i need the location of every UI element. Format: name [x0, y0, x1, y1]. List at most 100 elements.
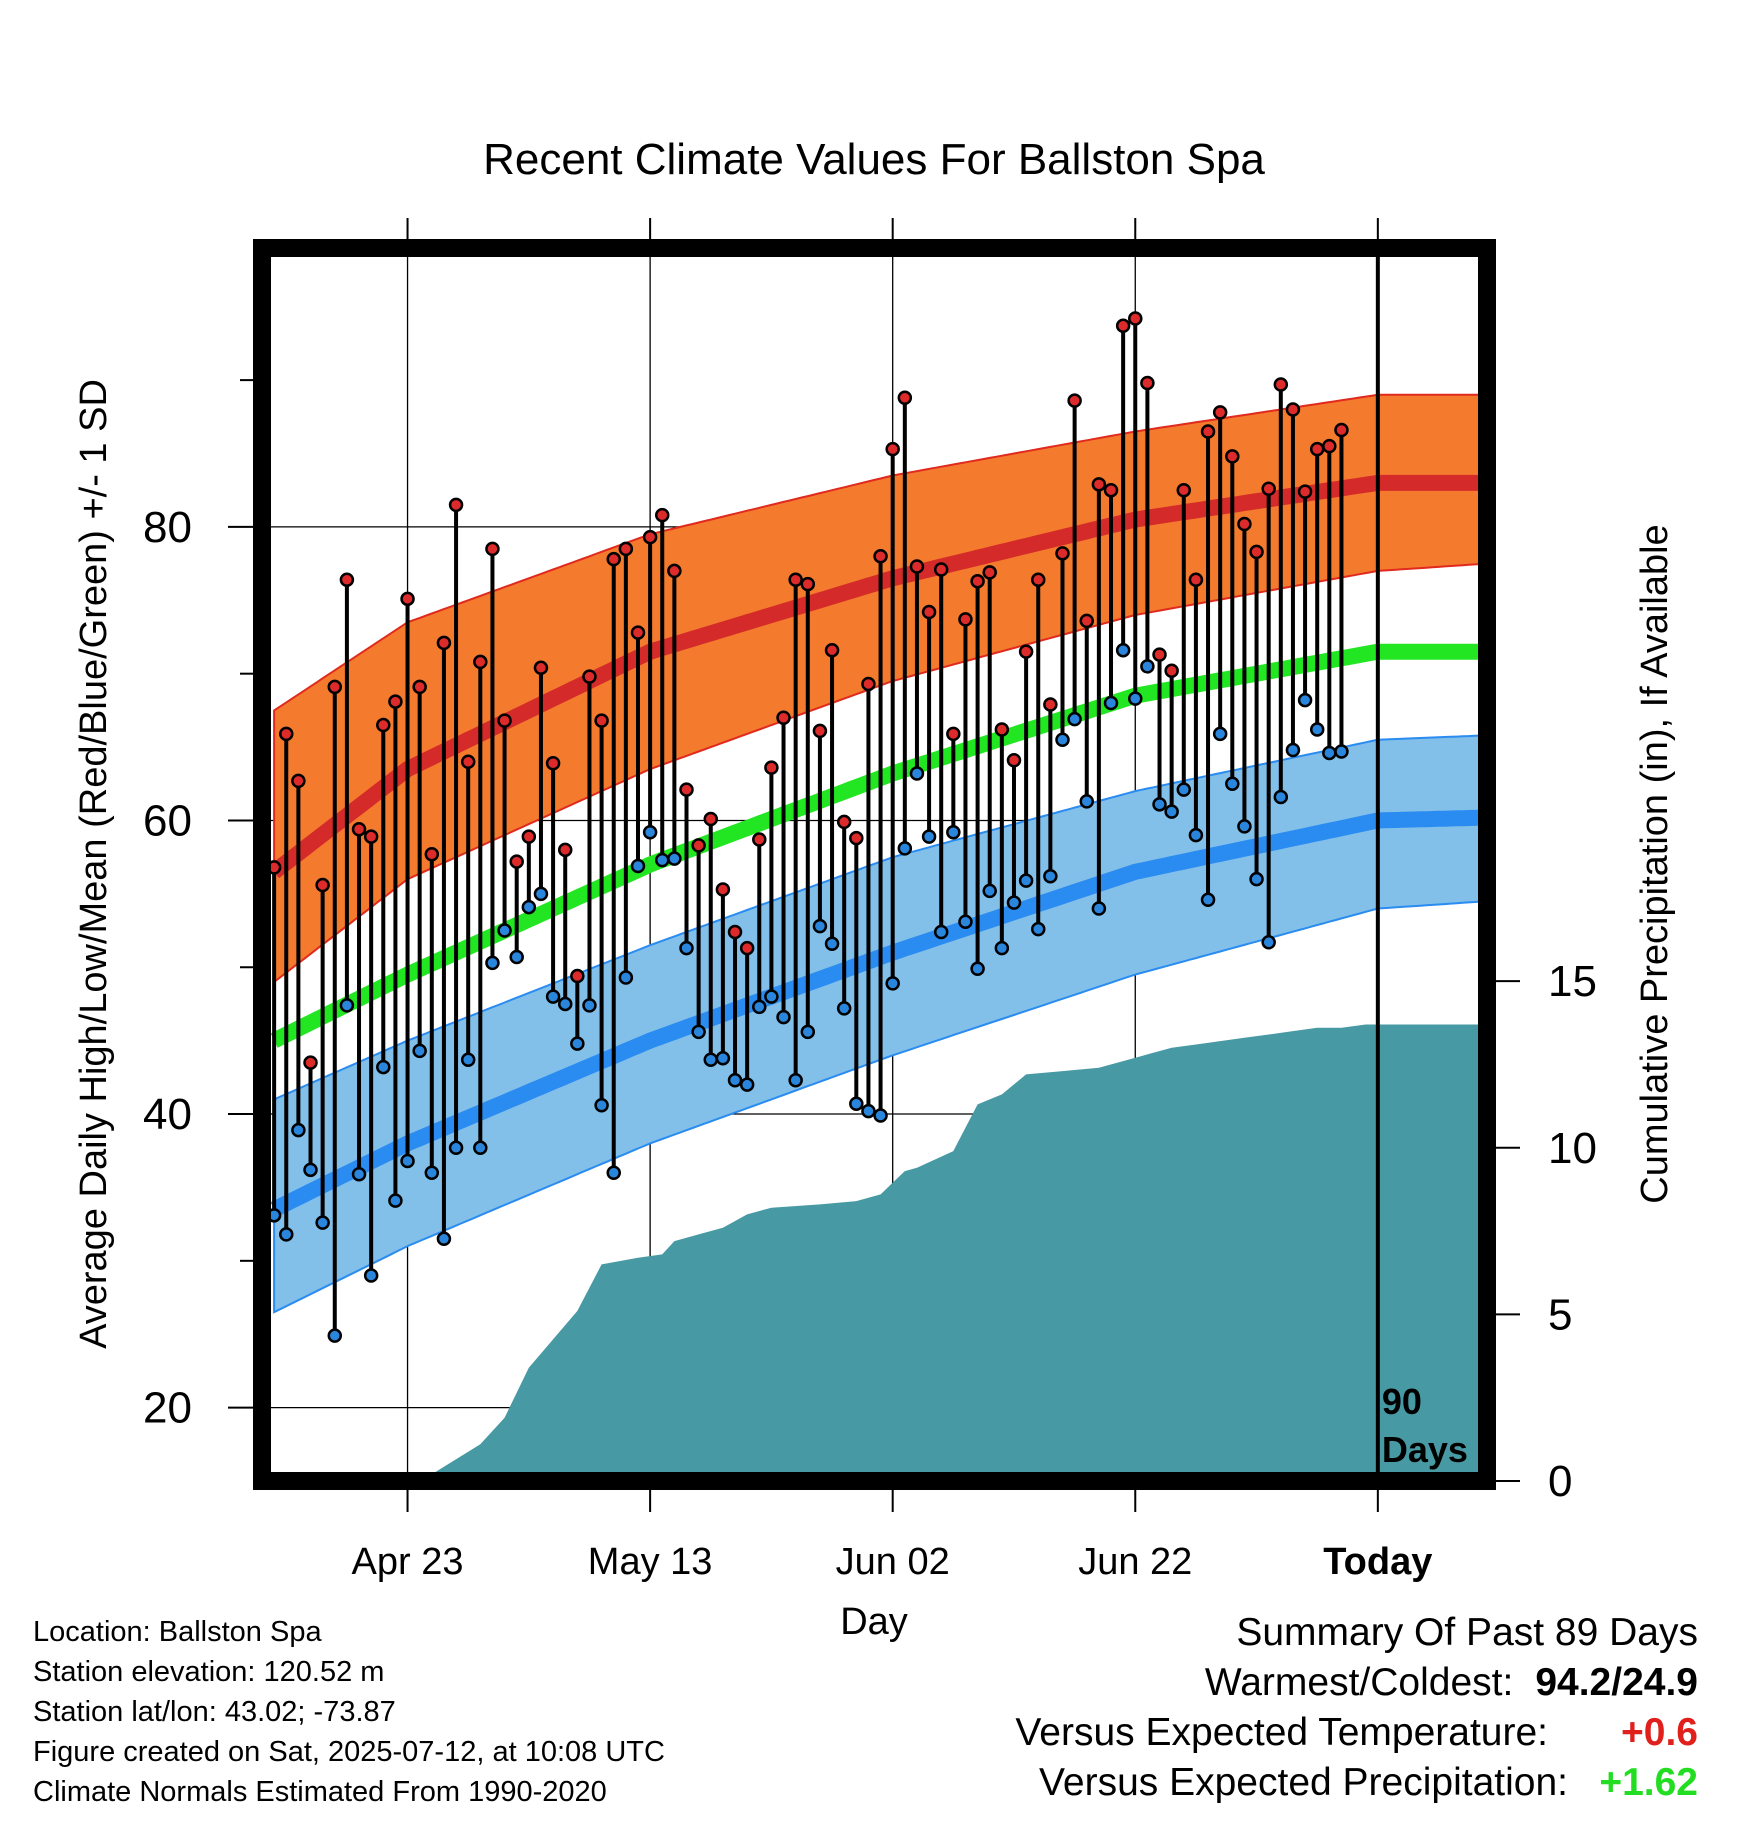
high-point [885, 441, 900, 457]
high-point [570, 968, 585, 984]
x-tick-label: Jun 22 [1078, 1541, 1192, 1583]
high-point [776, 710, 791, 725]
low-point [1273, 789, 1289, 805]
high-point [1273, 377, 1289, 392]
high-point [1103, 482, 1119, 498]
high-point [460, 754, 476, 769]
low-point [1006, 895, 1022, 910]
high-point [412, 679, 427, 695]
low-point [800, 1024, 816, 1040]
low-point [691, 1024, 706, 1040]
high-point [752, 832, 767, 847]
summary-panel: Summary Of Past 89 Days Warmest/Coldest:… [898, 1608, 1698, 1808]
low-point [836, 1001, 852, 1016]
high-point [291, 773, 306, 789]
high-point [582, 669, 597, 684]
low-point [485, 955, 500, 971]
low-point [1152, 797, 1167, 812]
x-tick-label: Today [1323, 1541, 1432, 1583]
low-point [970, 961, 985, 976]
high-point [436, 635, 452, 651]
low-point [933, 924, 949, 940]
low-point [1091, 901, 1107, 916]
low-point [497, 923, 512, 938]
y-tick-label: 60 [143, 796, 192, 845]
low-point [570, 1036, 585, 1051]
high-point [691, 838, 706, 853]
low-point [1018, 873, 1034, 888]
low-point [982, 883, 997, 899]
daily-points [266, 311, 1349, 1343]
low-point [509, 949, 524, 965]
y-tick-label: 40 [143, 1090, 192, 1139]
summary-precipitation: Versus Expected Precipitation: +1.62 [898, 1758, 1698, 1808]
today-days-label: Days [1382, 1429, 1468, 1470]
high-point [521, 829, 537, 844]
high-point [1285, 402, 1301, 417]
warm-cold-label: Warmest/Coldest: [1204, 1661, 1514, 1704]
temp-label: Versus Expected Temperature: [1015, 1711, 1548, 1754]
low-point [1297, 692, 1313, 708]
precip-tick-label: 0 [1548, 1457, 1572, 1506]
low-point [291, 1122, 306, 1138]
summary-title: Summary Of Past 89 Days [1236, 1611, 1698, 1654]
low-point [1164, 804, 1179, 819]
low-point [1176, 782, 1192, 797]
precip-tick-label: 10 [1548, 1124, 1597, 1173]
high-point [376, 717, 391, 733]
high-point [703, 811, 719, 827]
y-tick-label: 80 [143, 503, 192, 552]
high-point [606, 551, 621, 567]
low-point [958, 914, 973, 929]
low-point [618, 970, 634, 985]
low-point [1055, 732, 1070, 747]
daily-range-bars [272, 318, 1344, 1336]
low-point [1225, 776, 1240, 792]
low-point [946, 824, 961, 840]
precipitation-fill [274, 1024, 1488, 1481]
low-point [521, 899, 537, 915]
high-point [1261, 481, 1276, 496]
low-point [606, 1165, 621, 1180]
low-point [473, 1140, 488, 1156]
low-point [654, 852, 670, 868]
high-point [861, 676, 876, 692]
low-point [897, 841, 913, 856]
low-point [388, 1193, 403, 1208]
low-point [812, 918, 828, 934]
high-point [788, 572, 803, 587]
low-point [667, 851, 682, 866]
today-days-number: 90 [1382, 1381, 1422, 1422]
low-point [994, 940, 1010, 956]
high-point [497, 713, 512, 728]
low-point [1030, 921, 1046, 937]
y-tick-label: 20 [143, 1384, 192, 1433]
high-point [1091, 477, 1107, 492]
high-point [327, 679, 343, 695]
low-point [545, 989, 561, 1004]
low-point [1140, 659, 1155, 674]
high-point [824, 642, 840, 658]
high-point [1188, 572, 1204, 587]
high-point [679, 782, 694, 797]
high-point [388, 694, 403, 709]
high-point [764, 760, 779, 775]
info-elevation: Station elevation: 120.52 m [33, 1656, 385, 1688]
summary-warm-cold: Warmest/Coldest: 94.2/24.9 [898, 1658, 1698, 1708]
plot-frame [253, 239, 1496, 1490]
high-point [1128, 311, 1143, 326]
high-point [351, 822, 367, 837]
high-point [654, 507, 670, 523]
low-point [679, 940, 694, 956]
low-point [339, 998, 355, 1013]
high-point [1006, 753, 1022, 768]
high-point [994, 722, 1010, 737]
high-point [1225, 449, 1240, 464]
high-point [1067, 393, 1082, 408]
high-point [1200, 424, 1216, 439]
high-point [1030, 572, 1046, 587]
low-point [764, 989, 779, 1004]
high-point [715, 882, 731, 897]
high-point [1115, 318, 1131, 334]
low-point [594, 1097, 609, 1113]
